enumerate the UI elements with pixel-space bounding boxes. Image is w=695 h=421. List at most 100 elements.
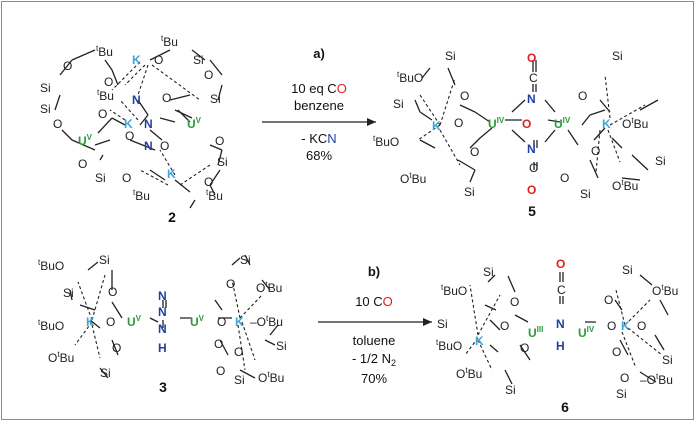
svg-text:O: O <box>53 117 62 131</box>
svg-text:OtBu: OtBu <box>612 178 638 193</box>
svg-text:O: O <box>560 171 569 185</box>
reaction-a-reagent: 10 eq CO <box>291 81 347 96</box>
svg-text:tBuO: tBuO <box>373 134 399 149</box>
svg-text:O: O <box>106 315 115 329</box>
reaction-b-yield: 70% <box>361 371 387 386</box>
svg-text:OtBu: OtBu <box>622 116 648 131</box>
svg-text:O: O <box>98 107 107 121</box>
svg-text:O: O <box>226 277 235 291</box>
svg-text:tBu: tBu <box>206 188 223 203</box>
reaction-b-solvent: toluene <box>353 333 396 348</box>
reaction-a-solvent: benzene <box>294 98 344 113</box>
compound-3-label: 3 <box>159 379 167 395</box>
svg-text:Si: Si <box>210 92 221 106</box>
svg-text:UV: UV <box>190 314 205 329</box>
reaction-b-label: b) <box>368 264 380 279</box>
svg-text:O: O <box>612 345 621 359</box>
svg-text:OtBu: OtBu <box>400 171 426 186</box>
svg-text:Si: Si <box>193 53 204 67</box>
svg-text:Si: Si <box>393 97 404 111</box>
svg-text:O: O <box>510 295 519 309</box>
svg-text:O: O <box>527 51 536 65</box>
compound-2-structure: tBu tBu O K Si O O Si O tBu N O Si Si O … <box>40 34 228 209</box>
svg-text:O: O <box>607 319 616 333</box>
svg-text:O: O <box>234 345 243 359</box>
svg-text:K: K <box>167 167 176 181</box>
svg-text:Si: Si <box>655 154 666 168</box>
svg-text:OtBu: OtBu <box>256 280 282 295</box>
svg-text:tBuO: tBuO <box>397 70 423 85</box>
svg-text:O: O <box>527 183 536 197</box>
svg-text:O: O <box>122 171 131 185</box>
compound-5-structure: Si tBuO Si O C N O O Si O UIV O UIV K Ot… <box>373 49 666 201</box>
svg-text:UIV: UIV <box>554 116 571 131</box>
svg-text:O: O <box>637 319 646 333</box>
reaction-b-byproduct: - 1/2 N2 <box>352 351 396 368</box>
svg-text:Si: Si <box>217 155 228 169</box>
svg-text:Si: Si <box>63 286 74 300</box>
svg-text:O: O <box>125 129 134 143</box>
compound-3-structure: tBuO Si Si Si O OtBu O N tBuO K O UV N N… <box>38 253 287 387</box>
svg-text:tBu: tBu <box>133 188 150 203</box>
svg-text:Si: Si <box>240 253 251 267</box>
svg-text:UV: UV <box>127 314 142 329</box>
svg-text:tBuO: tBuO <box>441 283 467 298</box>
svg-text:N: N <box>158 289 167 303</box>
svg-text:O: O <box>78 157 87 171</box>
svg-text:O: O <box>578 89 587 103</box>
svg-text:H: H <box>556 339 565 353</box>
svg-text:Si: Si <box>40 81 51 95</box>
svg-text:UIV: UIV <box>488 116 505 131</box>
svg-text:tBuO: tBuO <box>38 318 64 333</box>
svg-text:Si: Si <box>505 383 516 397</box>
svg-text:N: N <box>527 92 536 106</box>
svg-text:O: O <box>620 371 629 385</box>
svg-text:O: O <box>591 144 600 158</box>
reaction-arrow-b <box>318 318 432 326</box>
svg-text:O: O <box>217 315 226 329</box>
svg-text:UV: UV <box>78 133 93 148</box>
svg-text:OtBu: OtBu <box>456 366 482 381</box>
svg-text:O: O <box>204 175 213 189</box>
svg-text:C: C <box>529 71 538 85</box>
svg-text:O: O <box>556 257 565 271</box>
svg-text:Si: Si <box>483 265 494 279</box>
svg-text:O: O <box>460 89 469 103</box>
svg-text:K: K <box>86 315 95 329</box>
svg-text:O: O <box>63 59 72 73</box>
svg-text:tBuO: tBuO <box>436 338 462 353</box>
svg-text:Si: Si <box>445 49 456 63</box>
svg-text:K: K <box>124 117 133 131</box>
svg-text:Si: Si <box>616 387 627 401</box>
svg-text:Si: Si <box>95 171 106 185</box>
svg-text:H: H <box>158 341 167 355</box>
svg-text:Si: Si <box>612 49 623 63</box>
svg-text:O: O <box>154 53 163 67</box>
svg-text:tBu: tBu <box>97 88 114 103</box>
svg-text:tBuO: tBuO <box>38 258 64 273</box>
svg-text:O: O <box>112 341 121 355</box>
svg-text:Si: Si <box>622 263 633 277</box>
svg-text:O: O <box>162 91 171 105</box>
svg-text:N: N <box>144 139 153 153</box>
svg-text:UIV: UIV <box>578 325 595 340</box>
svg-text:O: O <box>500 319 509 333</box>
svg-text:K: K <box>132 53 141 67</box>
svg-text:O: O <box>604 293 613 307</box>
svg-text:tBu: tBu <box>161 34 178 49</box>
svg-text:N: N <box>144 117 153 131</box>
svg-text:Si: Si <box>464 185 475 199</box>
svg-text:O: O <box>216 364 225 378</box>
compound-2-label: 2 <box>168 209 176 225</box>
reaction-a-byproduct: - KCN <box>301 131 336 146</box>
svg-text:K: K <box>621 319 630 333</box>
svg-text:UV: UV <box>187 116 202 131</box>
compound-6-structure: O Si Si tBuO C OtBu O O Si O UIII N UIV … <box>436 257 678 401</box>
svg-text:Si: Si <box>276 339 287 353</box>
svg-text:O: O <box>520 341 529 355</box>
svg-text:Si: Si <box>437 317 448 331</box>
svg-text:O: O <box>160 139 169 153</box>
